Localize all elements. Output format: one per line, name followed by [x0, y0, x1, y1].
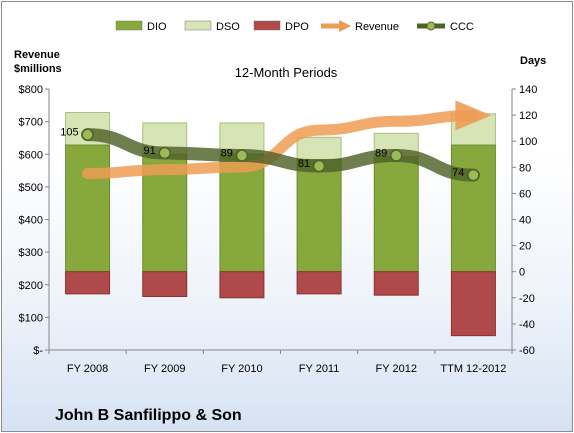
- ccc-point: [467, 168, 480, 182]
- right-axis-tick-label: 80: [519, 162, 531, 174]
- legend-label-dpo: DPO: [285, 21, 309, 33]
- revenue-line: [82, 109, 479, 179]
- right-axis-title: Days: [520, 55, 546, 67]
- left-axis-tick-label: $600: [19, 149, 43, 161]
- dpo-bar: [296, 271, 342, 295]
- ccc-point: [158, 146, 171, 160]
- dio-bar: [450, 144, 496, 273]
- dio-bar: [373, 156, 419, 273]
- x-axis-tick-label: FY 2009: [144, 363, 185, 375]
- dso-bar: [296, 136, 342, 160]
- legend-label-dio: DIO: [147, 21, 167, 33]
- legend-label-ccc: CCC: [450, 21, 474, 33]
- legend-swatch-revenue-head: [339, 20, 351, 32]
- legend-swatch-dio: [115, 20, 143, 31]
- right-axis-tick-label: 20: [519, 241, 531, 253]
- right-axis-tick-label: 0: [519, 267, 525, 279]
- left-axis-tick-label: $400: [19, 215, 43, 227]
- legend-swatch-dpo: [253, 20, 281, 31]
- ccc-data-label: 91: [144, 145, 156, 157]
- left-axis-tick-label: $700: [19, 117, 43, 129]
- right-axis-tick-label: 60: [519, 188, 531, 200]
- ccc-point: [235, 149, 249, 162]
- right-axis-tick-label: 40: [519, 215, 531, 227]
- right-axis-tick-label: 140: [519, 84, 537, 96]
- left-axis-tick-label: $800: [19, 84, 43, 96]
- right-axis-tick-label: -40: [519, 319, 535, 331]
- left-axis-tick-label: $300: [19, 247, 43, 259]
- x-axis-tick-label: FY 2008: [67, 363, 108, 375]
- ccc-point: [390, 149, 403, 162]
- plot-area: $- $100 $200 $300 $400 $500 $600 $700 $800 -60 -40…: [19, 84, 538, 375]
- ccc-data-label: 81: [298, 158, 310, 170]
- legend-label-dso: DSO: [216, 21, 240, 33]
- ccc-data-label: 105: [60, 127, 78, 139]
- legend: DIO DSO DPO Revenue CCC: [115, 20, 474, 33]
- chart-subtitle: 12-Month Periods: [235, 65, 338, 80]
- x-axis-tick-label: FY 2012: [376, 363, 417, 375]
- left-axis-tick-label: $100: [19, 312, 43, 324]
- dio-bar: [65, 144, 111, 273]
- x-axis-tick-label: FY 2010: [221, 363, 262, 375]
- left-axis-tick-label: $-: [33, 345, 43, 357]
- x-axis-tick-label: TTM 12-2012: [440, 363, 506, 375]
- dpo-bar: [450, 271, 496, 337]
- left-axis-tick-label: $500: [19, 182, 43, 194]
- left-axis-title-units: $millions: [14, 63, 62, 75]
- legend-swatch-ccc-marker: [426, 21, 436, 31]
- dio-bar: [219, 153, 265, 273]
- left-axis-tick-label: $200: [19, 280, 43, 292]
- revenue-arrowhead: [455, 100, 492, 131]
- x-axis-tick-label: FY 2011: [299, 363, 340, 375]
- dpo-bar: [65, 271, 111, 295]
- ccc-line: [81, 128, 480, 182]
- ccc-point: [312, 159, 326, 173]
- dpo-bar: [373, 271, 419, 296]
- ccc-data-label: 74: [452, 167, 464, 179]
- ccc-point: [81, 128, 94, 141]
- ccc-data-label: 89: [375, 148, 387, 160]
- legend-label-revenue: Revenue: [355, 21, 399, 33]
- dpo-bar: [219, 271, 265, 299]
- dpo-bar: [142, 271, 188, 297]
- right-axis-tick-label: -20: [519, 293, 535, 305]
- left-axis-title: Revenue: [14, 49, 60, 61]
- ccc-data-label: 89: [221, 148, 233, 160]
- legend-swatch-dso: [184, 20, 212, 31]
- right-axis-tick-label: -60: [519, 345, 535, 357]
- chart-title: John B Sanfilippo & Son: [55, 407, 242, 424]
- right-axis-tick-label: 100: [519, 136, 537, 148]
- right-axis-tick-label: 120: [519, 110, 537, 122]
- dio-bar: [296, 158, 342, 273]
